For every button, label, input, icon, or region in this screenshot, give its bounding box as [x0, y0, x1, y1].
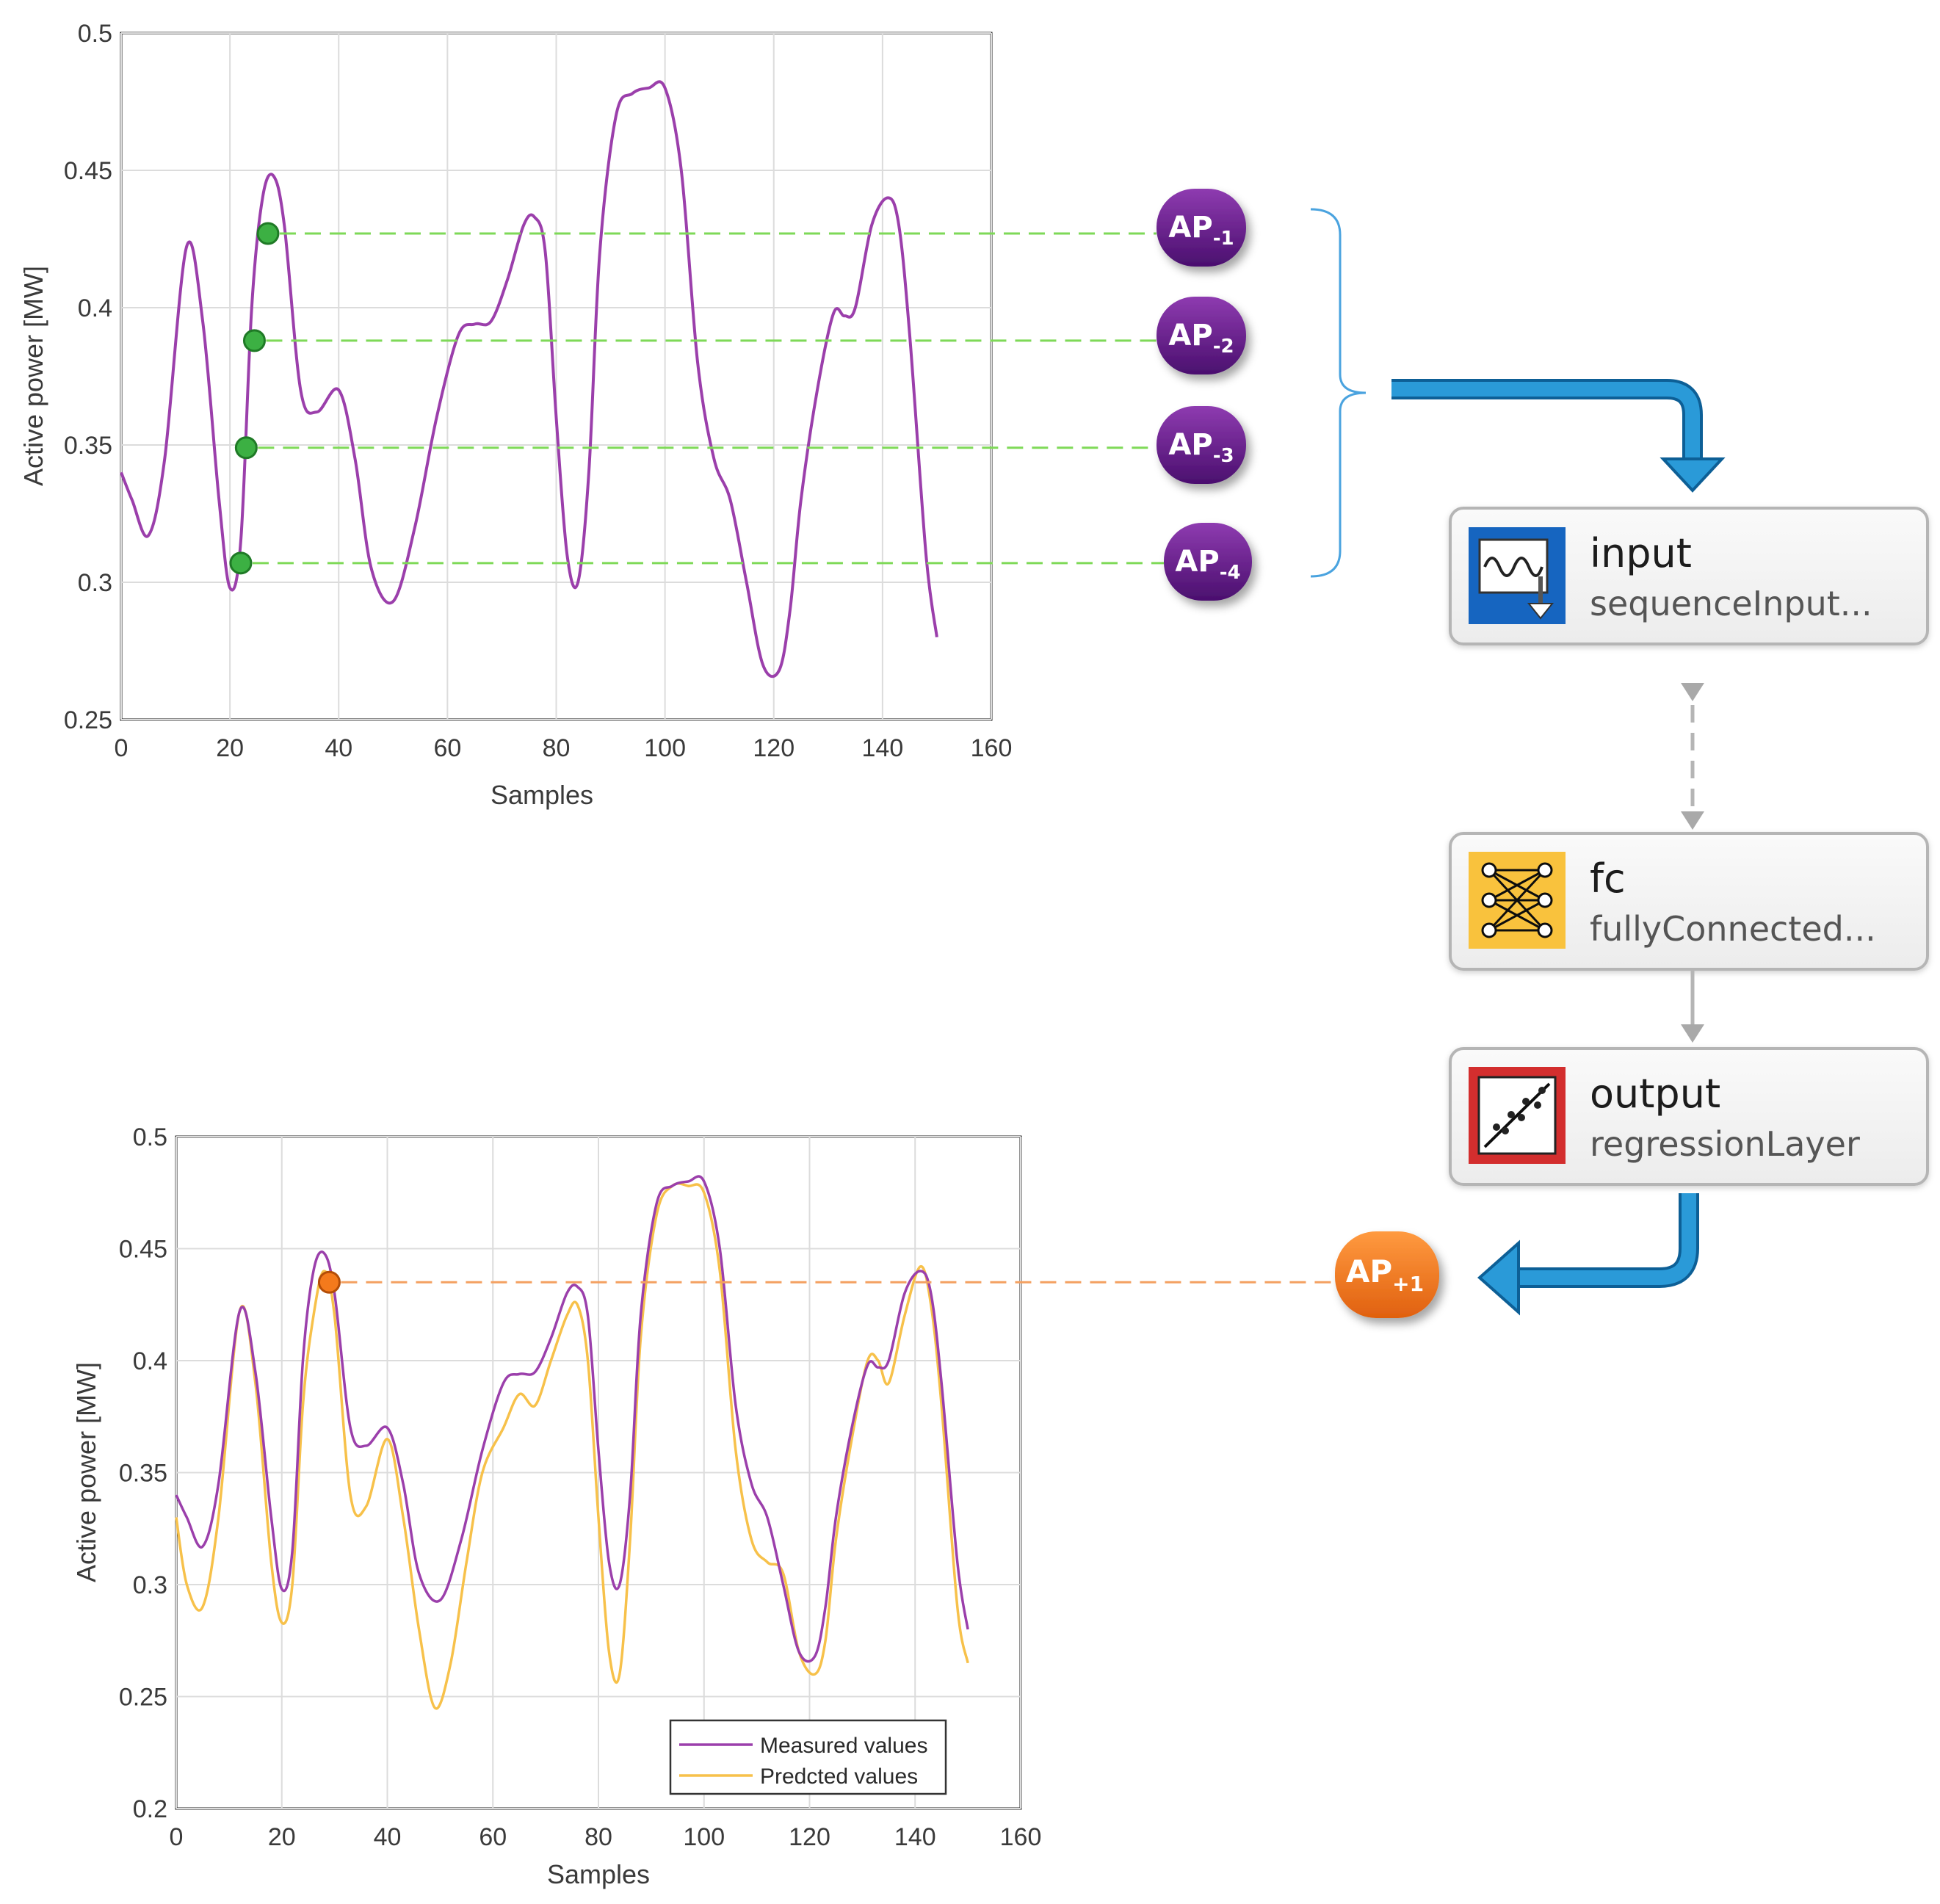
bottom-y-tick-label: 0.25 — [119, 1684, 167, 1712]
top-x-tick-label: 60 — [433, 734, 461, 762]
bottom-x-tick-label: 80 — [584, 1823, 612, 1851]
legend-predicted-label: Predcted values — [760, 1764, 918, 1789]
bottom-y-tick-label: 0.3 — [133, 1571, 167, 1599]
top-sample-point — [256, 222, 280, 245]
connector-input-fc — [1681, 683, 1704, 830]
top-x-axis-label: Samples — [491, 780, 593, 810]
ap-plus-1-node: AP+1 — [1335, 1231, 1439, 1318]
top-y-tick-label: 0.4 — [78, 294, 112, 322]
top-x-tick-label: 120 — [753, 734, 795, 762]
ap-plus-1-base: AP — [1346, 1253, 1392, 1289]
top-x-tick-label: 100 — [644, 734, 686, 762]
layer-input-block[interactable]: input sequenceInput... — [1449, 507, 1929, 645]
svg-text:AP-2: AP-2 — [1168, 319, 1234, 358]
bottom-x-tick-label: 160 — [1000, 1823, 1042, 1851]
bottom-x-axis-label: Samples — [547, 1859, 650, 1889]
ap-minus-3-node: AP-3 — [1157, 406, 1246, 484]
bottom-sample-points — [317, 1270, 341, 1294]
arrow-to-input — [1391, 379, 1726, 493]
ap-minus-1-sub: -1 — [1213, 228, 1234, 250]
ap-minus-1-base: AP — [1168, 211, 1212, 245]
bottom-x-tick-label: 0 — [170, 1823, 184, 1851]
top-tick-labels: 0 20 40 60 80 100 120 140 160 0.25 0.3 0.35 0.4 0.45 0… — [64, 20, 1013, 762]
top-y-tick-label: 0.3 — [78, 569, 112, 597]
svg-text:AP-3: AP-3 — [1168, 428, 1234, 467]
top-sample-point — [242, 329, 266, 352]
top-y-axis-label: Active power [MW] — [18, 266, 48, 486]
arrow-from-output — [1477, 1193, 1699, 1316]
bottom-chart: 0 20 40 60 80 100 120 140 160 0.2 0.25 0.3 0.35 0.4 0.… — [71, 1123, 1335, 1889]
ap-minus-1-node: AP-1 — [1157, 189, 1246, 267]
layer-fc-title: fc — [1590, 855, 1626, 902]
bottom-x-tick-label: 40 — [374, 1823, 402, 1851]
top-sample-point — [234, 436, 258, 460]
connector-fc-output — [1681, 971, 1704, 1043]
input-bracket — [1310, 208, 1367, 578]
top-sample-points — [229, 222, 280, 575]
legend-box — [669, 1719, 947, 1795]
top-x-tick-label: 40 — [325, 734, 352, 762]
top-x-tick-label: 80 — [543, 734, 571, 762]
bottom-tick-labels: 0 20 40 60 80 100 120 140 160 0.2 0.25 0.3 0.35 0.4 0.… — [119, 1123, 1042, 1851]
ap-minus-3-base: AP — [1168, 428, 1212, 462]
bottom-predicted-line — [175, 1182, 969, 1710]
bottom-x-tick-label: 120 — [789, 1823, 830, 1851]
bottom-x-tick-label: 20 — [268, 1823, 296, 1851]
svg-text:AP-4: AP-4 — [1175, 545, 1240, 584]
legend: Measured values Predcted values — [669, 1719, 947, 1795]
top-sample-point — [229, 551, 253, 575]
layer-output-subtitle: regressionLayer — [1590, 1124, 1860, 1164]
top-y-tick-label: 0.45 — [64, 157, 112, 185]
layer-output-block[interactable]: output regressionLayer — [1449, 1047, 1929, 1186]
bottom-y-tick-label: 0.2 — [133, 1795, 167, 1823]
top-y-tick-label: 0.5 — [78, 20, 112, 48]
regression-icon — [1469, 1067, 1566, 1164]
layer-output-title: output — [1590, 1071, 1720, 1117]
ap-minus-4-sub: -4 — [1220, 562, 1241, 584]
layer-fc-block[interactable]: fc fullyConnected... — [1449, 832, 1929, 971]
top-x-tick-label: 0 — [115, 734, 129, 762]
bottom-y-tick-label: 0.5 — [133, 1123, 167, 1151]
top-guide-lines — [252, 232, 1164, 565]
ap-minus-4-node: AP-4 — [1164, 523, 1252, 601]
bottom-sample-point — [317, 1270, 341, 1294]
bottom-measured-line — [175, 1175, 969, 1663]
top-x-tick-label: 160 — [971, 734, 1013, 762]
bottom-x-tick-label: 140 — [894, 1823, 936, 1851]
top-y-tick-label: 0.25 — [64, 706, 112, 734]
layer-input-title: input — [1590, 530, 1692, 576]
bottom-y-axis-label: Active power [MW] — [71, 1362, 101, 1582]
svg-text:AP+1: AP+1 — [1346, 1253, 1424, 1296]
ap-minus-4-base: AP — [1175, 545, 1219, 579]
ap-minus-2-sub: -2 — [1213, 336, 1234, 358]
svg-text:AP-1: AP-1 — [1168, 211, 1234, 250]
bottom-x-tick-label: 60 — [479, 1823, 507, 1851]
fully-connected-icon — [1469, 852, 1566, 949]
top-chart: 0 20 40 60 80 100 120 140 160 0.25 0.3 0.35 0.4 0.45 0… — [18, 20, 1164, 810]
top-x-tick-label: 20 — [216, 734, 244, 762]
layer-fc-subtitle: fullyConnected... — [1590, 909, 1876, 949]
top-x-tick-label: 140 — [862, 734, 904, 762]
ap-minus-2-base: AP — [1168, 319, 1212, 352]
ap-plus-1-sub: +1 — [1392, 1272, 1424, 1296]
top-grid — [120, 32, 992, 720]
top-y-tick-label: 0.35 — [64, 432, 112, 460]
ap-minus-2-node: AP-2 — [1157, 297, 1246, 374]
bottom-y-tick-label: 0.35 — [119, 1460, 167, 1488]
legend-measured-label: Measured values — [760, 1734, 927, 1758]
bottom-y-tick-label: 0.4 — [133, 1347, 167, 1375]
top-measured-line — [120, 80, 938, 678]
bottom-x-tick-label: 100 — [683, 1823, 725, 1851]
sequence-input-icon — [1469, 527, 1566, 624]
layer-input-subtitle: sequenceInput... — [1590, 584, 1872, 623]
bottom-grid — [175, 1136, 1021, 1809]
ap-minus-3-sub: -3 — [1213, 445, 1234, 467]
bottom-y-tick-label: 0.45 — [119, 1236, 167, 1264]
